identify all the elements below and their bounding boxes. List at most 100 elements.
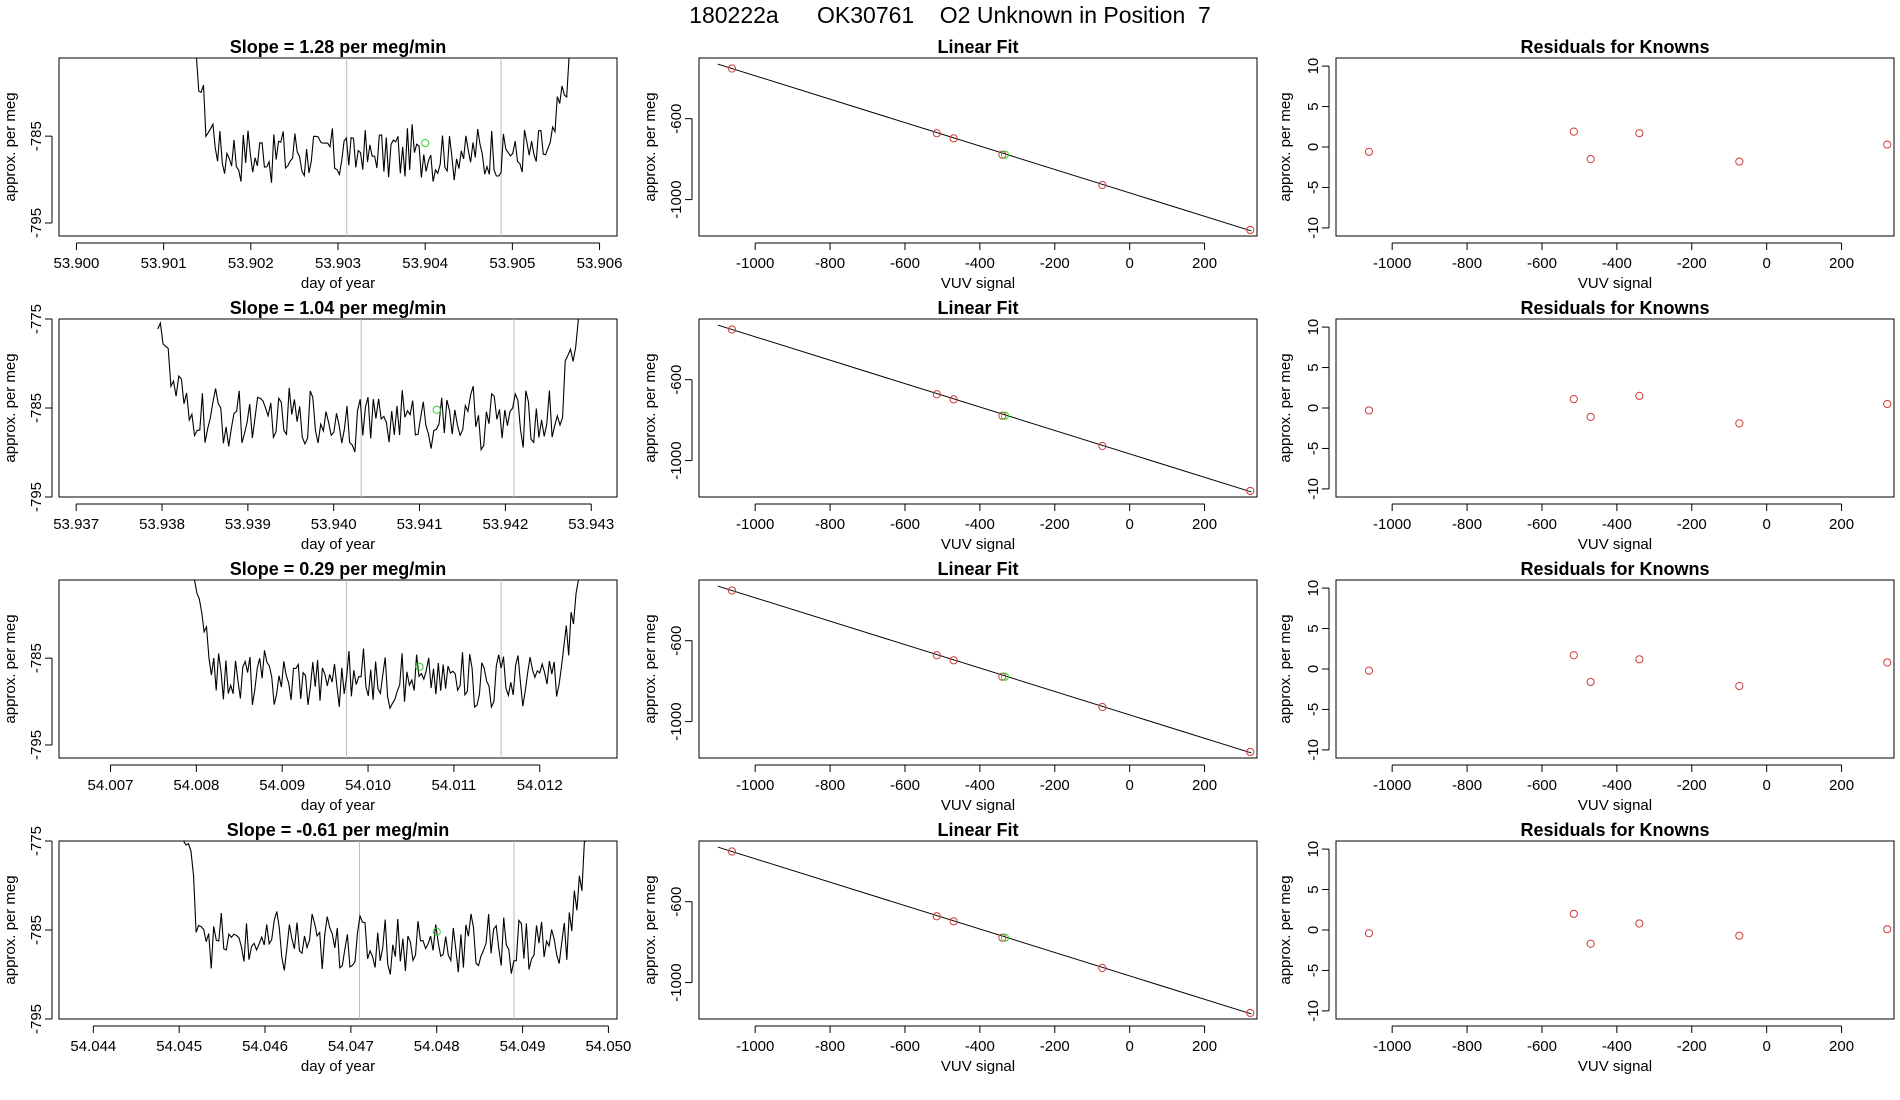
row1-linear-fit-unknown-point (1000, 150, 1010, 159)
row1-linear-fit-x-tick-label: 200 (1192, 255, 1217, 272)
row1-residuals-x-tick-label: -800 (1452, 255, 1482, 272)
row2-residuals-point (1883, 399, 1892, 409)
row2-timeseries-x-tick-label: 53.937 (53, 516, 99, 533)
row2-residuals-x-tick-label: -400 (1602, 516, 1632, 533)
row1-residuals-x-tick-label: -600 (1527, 255, 1557, 272)
row4-timeseries-plot-frame (58, 840, 618, 1020)
row3-timeseries-x-tick-label: 54.011 (432, 777, 477, 794)
row2-linear-fit-x-label: VUV signal (941, 536, 1015, 553)
row4-linear-fit-known-point (727, 847, 737, 856)
row1-timeseries-y-tick-label: -795 (28, 208, 45, 238)
row4-timeseries-x-tick-label: 54.046 (242, 1038, 288, 1055)
row3-linear-fit-known-point (1246, 747, 1255, 757)
row4-linear-fit-y-label: approx. per meg (642, 875, 659, 984)
row1-timeseries-x-tick-label: 53.905 (489, 255, 535, 272)
row4-linear-fit-unknown-point (1000, 933, 1010, 942)
row1-linear-fit-y-label: approx. per meg (642, 92, 659, 201)
row1-timeseries-title: Slope = 1.28 per meg/min (230, 37, 447, 57)
row1-residuals-y-tick-label: -5 (1305, 181, 1322, 194)
row3-residuals-point (1364, 666, 1374, 675)
row1-timeseries-trace-line (194, 57, 570, 183)
row4-residuals-x-tick-label: -1000 (1373, 1038, 1411, 1055)
row2-linear-fit-y-tick-label: -600 (668, 365, 685, 395)
row1-residuals-point (1569, 127, 1578, 136)
row2-residuals-x-label: VUV signal (1578, 536, 1652, 553)
row3-linear-fit-y-label: approx. per meg (642, 614, 659, 723)
row1-timeseries-x-tick-label: 53.901 (141, 255, 187, 272)
row4-residuals-title: Residuals for Knowns (1520, 820, 1709, 840)
row2-timeseries-x-tick-label: 53.943 (568, 516, 614, 533)
row2-residuals-point (1635, 391, 1644, 400)
row3-residuals-y-tick-label: 0 (1305, 665, 1322, 673)
row2-residuals-x-tick-label: -200 (1677, 516, 1707, 533)
row3-linear-fit-x-tick-label: -200 (1040, 777, 1070, 794)
row3-linear-fit-known-point (727, 586, 737, 595)
row3-residuals-y-label: approx. per meg (1277, 614, 1294, 723)
row2-timeseries-x-tick-label: 53.939 (225, 516, 271, 533)
row3-timeseries-x-tick-label: 54.010 (345, 777, 391, 794)
row1-linear-fit-known-point (932, 129, 941, 138)
row1-linear-fit-x-tick-label: -800 (815, 255, 845, 272)
row1-linear-fit-title: Linear Fit (937, 37, 1018, 57)
row4-residuals-point (1735, 931, 1744, 940)
row4-linear-fit-regression-line (717, 846, 1252, 1015)
row4-linear-fit-x-tick-label: -200 (1040, 1038, 1070, 1055)
row4-linear-fit-x-tick-label: 0 (1125, 1038, 1133, 1055)
row4-linear-fit-y-tick-label: -600 (668, 887, 685, 917)
row1-linear-fit-known-point (1246, 225, 1255, 235)
row3-residuals-x-tick-label: -600 (1527, 777, 1557, 794)
row3-residuals-title: Residuals for Knowns (1520, 559, 1709, 579)
row3-linear-fit-known-point (998, 672, 1007, 681)
row1-residuals-x-tick-label: 200 (1829, 255, 1854, 272)
row2-linear-fit-known-point (1246, 486, 1255, 496)
row2-linear-fit-title: Linear Fit (937, 298, 1018, 318)
row3-timeseries-trace-line (192, 579, 579, 710)
row3-timeseries-x-tick-label: 54.007 (88, 777, 134, 794)
row4-residuals-y-tick-label: -5 (1305, 964, 1322, 977)
row2-timeseries-unknown-point (432, 405, 441, 414)
row2-timeseries-trace-line (157, 318, 579, 453)
row2-residuals-point (1586, 412, 1595, 421)
row2-linear-fit-x-tick-label: 0 (1125, 516, 1133, 533)
row1-linear-fit-x-tick-label: -400 (965, 255, 995, 272)
row2-timeseries-y-tick-label: -785 (28, 393, 45, 423)
row3-residuals-x-tick-label: -800 (1452, 777, 1482, 794)
row1-linear-fit-x-tick-label: -600 (890, 255, 920, 272)
row2-residuals-point (1735, 419, 1744, 428)
row1-timeseries-x-tick-label: 53.906 (577, 255, 623, 272)
row3-timeseries-y-tick-label: -795 (28, 730, 45, 760)
row4-timeseries-title: Slope = -0.61 per meg/min (227, 820, 450, 840)
row4-residuals-x-label: VUV signal (1578, 1058, 1652, 1075)
row4-linear-fit-title: Linear Fit (937, 820, 1018, 840)
figure-title: 180222a OK30761 O2 Unknown in Position 7 (689, 2, 1211, 28)
row3-residuals-y-tick-label: 10 (1305, 580, 1322, 597)
row2-residuals-x-tick-label: 200 (1829, 516, 1854, 533)
row1-linear-fit-known-point (727, 64, 737, 73)
row4-timeseries-y-tick-label: -775 (28, 826, 45, 856)
row2-residuals-y-tick-label: -5 (1305, 442, 1322, 455)
row2-linear-fit-x-tick-label: -800 (815, 516, 845, 533)
row1-linear-fit-regression-line (717, 63, 1252, 232)
row3-residuals-x-tick-label: -400 (1602, 777, 1632, 794)
row3-timeseries-y-label: approx. per meg (2, 614, 19, 723)
row2-timeseries-x-tick-label: 53.940 (311, 516, 357, 533)
row4-timeseries-trace-line (183, 840, 588, 975)
row3-linear-fit-x-tick-label: 200 (1192, 777, 1217, 794)
row4-linear-fit-known-point (1246, 1008, 1255, 1018)
row1-residuals-plot-frame (1335, 57, 1895, 237)
row2-linear-fit-x-tick-label: -200 (1040, 516, 1070, 533)
row2-linear-fit-known-point (949, 395, 958, 404)
row4-linear-fit-known-point (998, 933, 1007, 942)
row2-timeseries-x-tick-label: 53.938 (139, 516, 185, 533)
row4-residuals-y-tick-label: -10 (1305, 1000, 1322, 1022)
row4-residuals-x-tick-label: 200 (1829, 1038, 1854, 1055)
row4-linear-fit-x-tick-label: -800 (815, 1038, 845, 1055)
row4-linear-fit-known-point (932, 912, 941, 921)
row4-residuals-y-tick-label: 10 (1305, 841, 1322, 858)
row2-linear-fit-x-tick-label: -1000 (736, 516, 774, 533)
row2-linear-fit-known-point (727, 325, 737, 334)
row2-residuals-y-tick-label: 0 (1305, 404, 1322, 412)
row1-timeseries-x-tick-label: 53.902 (228, 255, 274, 272)
row3-linear-fit-x-tick-label: 0 (1125, 777, 1133, 794)
row3-linear-fit-x-label: VUV signal (941, 797, 1015, 814)
